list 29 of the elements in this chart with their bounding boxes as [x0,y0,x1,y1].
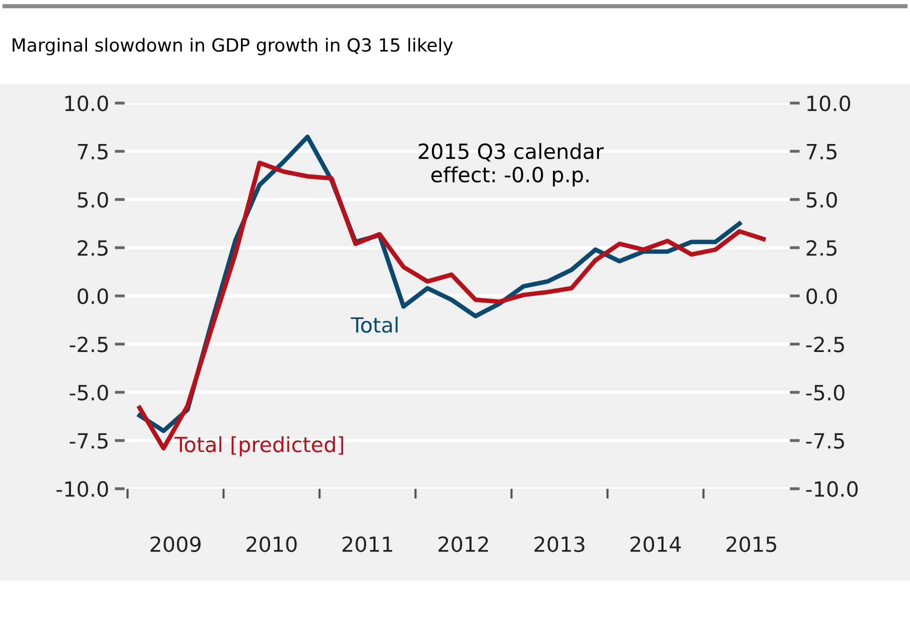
y2-tick-label: 0.0 [806,288,837,304]
y-tick-label: 10.0 [65,96,108,112]
y2-tick-label: 10.0 [807,96,850,112]
x-tick-label: 2009 [150,536,201,552]
y2-tick-label: -10.0 [806,481,858,497]
y-tick-label: 0.0 [78,288,108,304]
annotation: 2015 Q3 calendar effect: -0.0 p.p. [418,143,604,187]
series-label: Total [predicted] [174,436,344,456]
series-label: Total [350,316,398,333]
y-tick-label: 7.5 [78,144,108,160]
y2-tick-label: -7.5 [806,433,844,449]
y-tick-label: -7.5 [70,433,108,449]
x-tick-label: 2011 [342,536,392,552]
x-tick-label: 2015 [726,536,776,552]
y2-tick-label: 2.5 [806,240,836,256]
y2-tick-label: -5.0 [806,384,844,401]
y-tick-label: 5.0 [78,192,108,208]
x-tick-label: 2012 [438,536,488,552]
y2-tick-label: -2.5 [806,336,844,352]
y2-tick-label: 5.0 [806,192,837,208]
y-tick-label: -5.0 [70,384,108,401]
y-tick-label: 2.5 [78,240,108,256]
x-tick-label: 2013 [534,536,584,552]
y-tick-label: -10.0 [56,481,108,497]
x-tick-label: 2014 [630,536,681,552]
y-tick-label: -2.5 [70,336,108,352]
chart-title: Marginal slowdown in GDP growth in Q3 15 likely [12,38,453,56]
x-tick-label: 2010 [246,536,297,552]
y2-tick-label: 7.5 [806,144,836,160]
